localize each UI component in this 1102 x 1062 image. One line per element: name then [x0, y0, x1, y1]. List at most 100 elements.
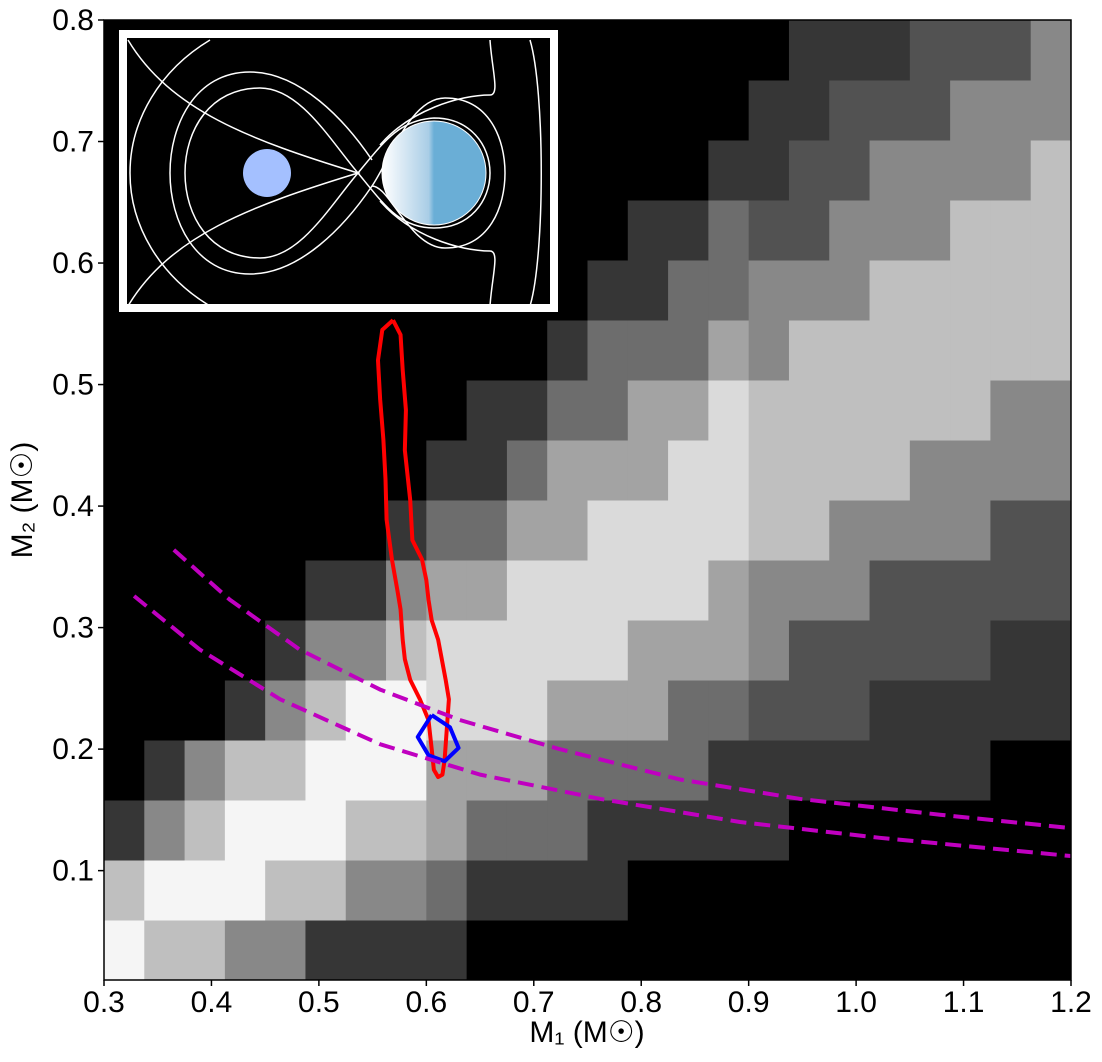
heat-cell [547, 320, 588, 381]
heat-cell [104, 620, 145, 681]
heat-cell [990, 500, 1032, 561]
heat-cell [466, 500, 508, 561]
heat-cell [1030, 500, 1071, 561]
equipotential [127, 39, 361, 304]
heat-cell [305, 860, 347, 921]
heat-cell [869, 920, 911, 980]
heat-cell [869, 140, 911, 201]
heat-cell [466, 560, 508, 621]
overlay-lines [132, 318, 1071, 859]
heat-cell [668, 500, 709, 561]
y-axis-label: M₂ (M☉) [6, 442, 39, 559]
x-tick-label: 0.6 [405, 986, 447, 1019]
heat-cell [909, 800, 951, 861]
heat-cell [788, 740, 830, 801]
heat-cell [990, 20, 1032, 81]
heat-cell [829, 200, 871, 261]
heat-cell [466, 320, 508, 381]
heat-cell [547, 500, 588, 561]
heat-cell [144, 860, 186, 921]
heat-cell [668, 740, 709, 801]
heat-cell [788, 560, 830, 621]
heat-cell [587, 80, 629, 141]
heat-cell [950, 800, 991, 861]
heat-cell [950, 80, 991, 141]
heat-cell [708, 320, 750, 381]
heat-cell [909, 80, 951, 141]
heat-cell [345, 620, 387, 681]
heat-cell [1030, 80, 1071, 141]
heat-cell [506, 560, 548, 621]
heat-cell [1030, 260, 1071, 321]
heat-cell [1030, 620, 1071, 681]
heat-cell [869, 680, 911, 741]
heat-cell [990, 920, 1032, 980]
heat-cell [788, 200, 830, 261]
heat-cell [587, 800, 629, 861]
heat-cell [466, 920, 508, 980]
heat-cell [224, 800, 266, 861]
heat-cell [909, 740, 951, 801]
heat-cell [829, 920, 871, 980]
heat-cell [869, 560, 911, 621]
heat-cell [788, 140, 830, 201]
heat-cell [627, 620, 669, 681]
heat-cell [305, 920, 347, 980]
heat-cell [627, 20, 669, 81]
heat-cell [788, 920, 830, 980]
heat-cell [426, 560, 468, 621]
heat-cell [104, 860, 145, 921]
heat-cell [587, 740, 629, 801]
heat-cell [547, 380, 588, 441]
heat-cell [627, 680, 669, 741]
x-tick-label: 0.3 [83, 986, 125, 1019]
heat-cell [265, 440, 306, 501]
heat-cell [950, 680, 991, 741]
heat-cell [668, 800, 709, 861]
heat-cell [909, 320, 951, 381]
heat-cell [184, 860, 226, 921]
heat-cell [587, 500, 629, 561]
heat-cell [909, 440, 951, 501]
heat-cell [869, 500, 911, 561]
heat-cell [265, 800, 306, 861]
heat-cell [547, 440, 588, 501]
heat-cell [748, 80, 790, 141]
heat-cell [748, 620, 790, 681]
heat-cell [627, 80, 669, 141]
heat-cell [587, 260, 629, 321]
heat-cell [829, 380, 871, 441]
heat-cell [869, 80, 911, 141]
heat-cell [708, 500, 750, 561]
heat-cell [184, 680, 226, 741]
heat-cell [184, 500, 226, 561]
heat-cell [587, 920, 629, 980]
y-tick-label: 0.1 [52, 855, 94, 888]
heat-cell [265, 500, 306, 561]
heat-cell [748, 140, 790, 201]
heat-cell [426, 800, 468, 861]
heat-cell [345, 560, 387, 621]
heat-cell [869, 20, 911, 81]
heat-cell [627, 320, 669, 381]
heat-cell [386, 920, 427, 980]
heat-cell [1030, 800, 1071, 861]
heat-cell [506, 800, 548, 861]
heat-cell [748, 560, 790, 621]
heat-cell [909, 20, 951, 81]
heat-cell [788, 320, 830, 381]
heat-cell [748, 920, 790, 980]
heat-cell [990, 80, 1032, 141]
x-tick-label: 1.1 [943, 986, 985, 1019]
heat-cell [869, 440, 911, 501]
x-tick-label: 0.9 [728, 986, 770, 1019]
heat-cell [587, 320, 629, 381]
heat-cell [1030, 320, 1071, 381]
heat-cell [627, 200, 669, 261]
heat-cell [627, 440, 669, 501]
heat-cell [708, 560, 750, 621]
heat-cell [144, 500, 186, 561]
heat-cell [829, 140, 871, 201]
heat-cell [345, 440, 387, 501]
heat-cell [466, 440, 508, 501]
